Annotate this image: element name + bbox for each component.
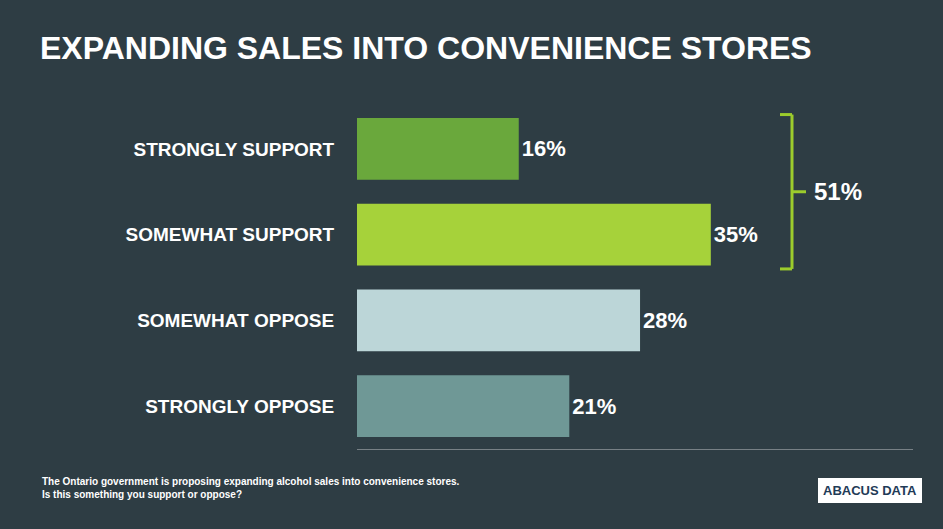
- svg-text:SOMEWHAT SUPPORT: SOMEWHAT SUPPORT: [126, 224, 335, 245]
- svg-text:35%: 35%: [714, 222, 758, 247]
- svg-text:SOMEWHAT OPPOSE: SOMEWHAT OPPOSE: [137, 310, 334, 331]
- svg-text:STRONGLY SUPPORT: STRONGLY SUPPORT: [134, 139, 335, 160]
- svg-text:51%: 51%: [814, 178, 862, 205]
- svg-text:28%: 28%: [643, 308, 687, 333]
- svg-text:The Ontario government is prop: The Ontario government is proposing expa…: [42, 476, 460, 500]
- svg-text:ABACUS DATA: ABACUS DATA: [823, 483, 917, 498]
- svg-text:EXPANDING SALES INTO CONVENIEN: EXPANDING SALES INTO CONVENIENCE STORES: [40, 30, 812, 66]
- svg-text:21%: 21%: [572, 394, 616, 419]
- svg-text:16%: 16%: [522, 136, 566, 161]
- svg-text:STRONGLY OPPOSE: STRONGLY OPPOSE: [145, 396, 334, 417]
